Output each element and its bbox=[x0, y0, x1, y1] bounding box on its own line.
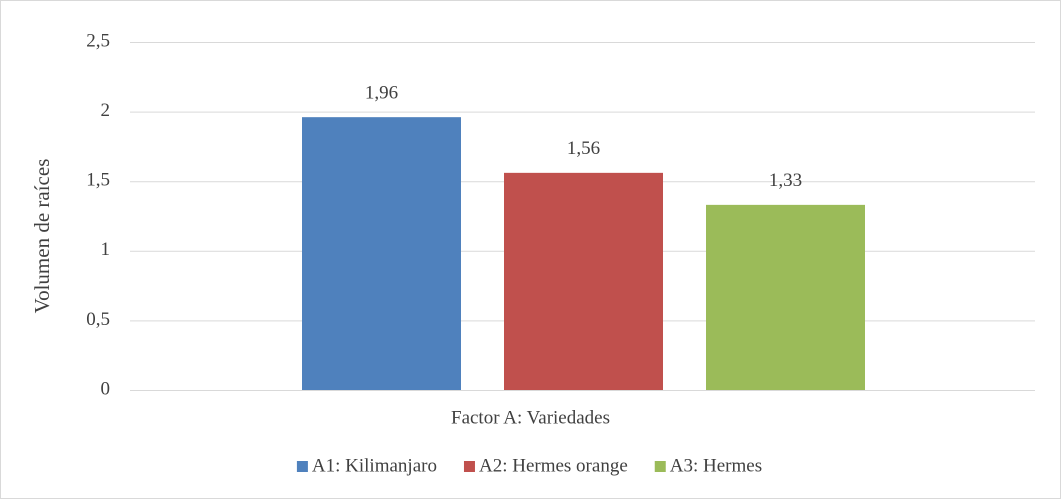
y-tick-label: 1 bbox=[101, 239, 111, 260]
y-tick-label: 0,5 bbox=[86, 309, 110, 330]
legend-label: A2: Hermes orange bbox=[479, 455, 628, 476]
y-tick-label: 0 bbox=[101, 378, 111, 399]
y-tick-label: 2 bbox=[101, 100, 111, 121]
data-label: 1,33 bbox=[769, 170, 802, 191]
legend-swatch bbox=[654, 461, 666, 472]
legend-swatch bbox=[296, 461, 308, 472]
x-tick-label: Factor A: Variedades bbox=[451, 407, 610, 428]
data-label: 1,96 bbox=[365, 83, 398, 104]
data-label: 1,56 bbox=[567, 138, 600, 159]
legend-label: A1: Kilimanjaro bbox=[312, 455, 437, 476]
bar bbox=[706, 204, 865, 390]
bar bbox=[302, 117, 461, 390]
legend-label: A3: Hermes bbox=[670, 455, 762, 476]
legend-swatch bbox=[463, 461, 475, 472]
y-tick-label: 1,5 bbox=[86, 170, 110, 191]
bar bbox=[504, 172, 663, 390]
y-tick-label: 2,5 bbox=[86, 30, 110, 51]
y-axis-label: Volumen de raíces bbox=[30, 159, 54, 314]
